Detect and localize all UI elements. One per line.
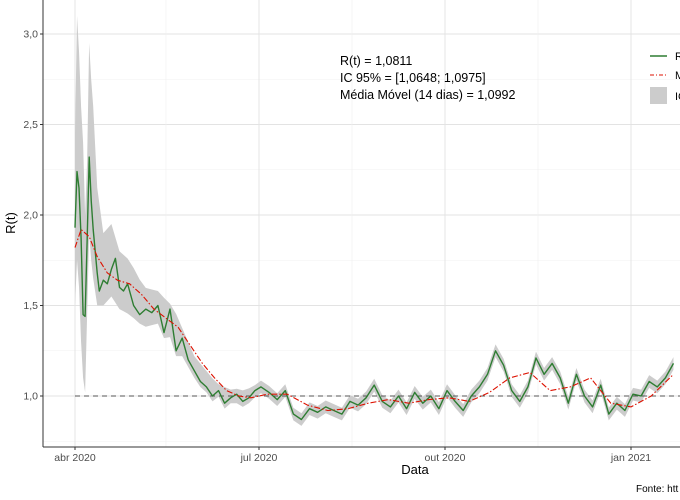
y-axis-ticks: 1,0 1,5 2,0 2,5 3,0 <box>23 29 43 403</box>
legend-ma-label: M <box>675 70 680 82</box>
rt-series-line <box>74 156 675 421</box>
y-tick-label: 3,0 <box>23 29 38 41</box>
y-axis-title: R(t) <box>3 212 18 234</box>
x-axis-ticks: abr 2020 jul 2020 out 2020 jan 2021 <box>54 447 651 464</box>
annotation-rt: R(t) = 1,0811 <box>340 54 412 68</box>
x-tick-label: abr 2020 <box>54 452 96 464</box>
x-tick-label: jul 2020 <box>240 452 278 464</box>
y-tick-label: 1,5 <box>23 300 38 312</box>
x-axis-title: Data <box>401 462 429 477</box>
x-tick-label: jan 2021 <box>610 452 651 464</box>
annotation-ci: IC 95% = [1,0648; 1,0975] <box>340 71 486 85</box>
legend-ci-key <box>650 87 667 104</box>
annotation-box: R(t) = 1,0811 IC 95% = [1,0648; 1,0975] … <box>340 54 515 102</box>
legend-rt-label: R <box>675 51 680 63</box>
x-tick-label: out 2020 <box>425 452 466 464</box>
y-tick-label: 1,0 <box>23 391 38 403</box>
moving-average-line <box>74 228 674 412</box>
source-caption: Fonte: htt <box>636 484 678 495</box>
y-tick-label: 2,0 <box>23 210 38 222</box>
legend: R M IC <box>650 51 680 104</box>
legend-ci-label: IC <box>675 91 680 103</box>
y-tick-label: 2,5 <box>23 119 38 131</box>
annotation-moving-average: Média Móvel (14 dias) = 1,0992 <box>340 88 515 102</box>
